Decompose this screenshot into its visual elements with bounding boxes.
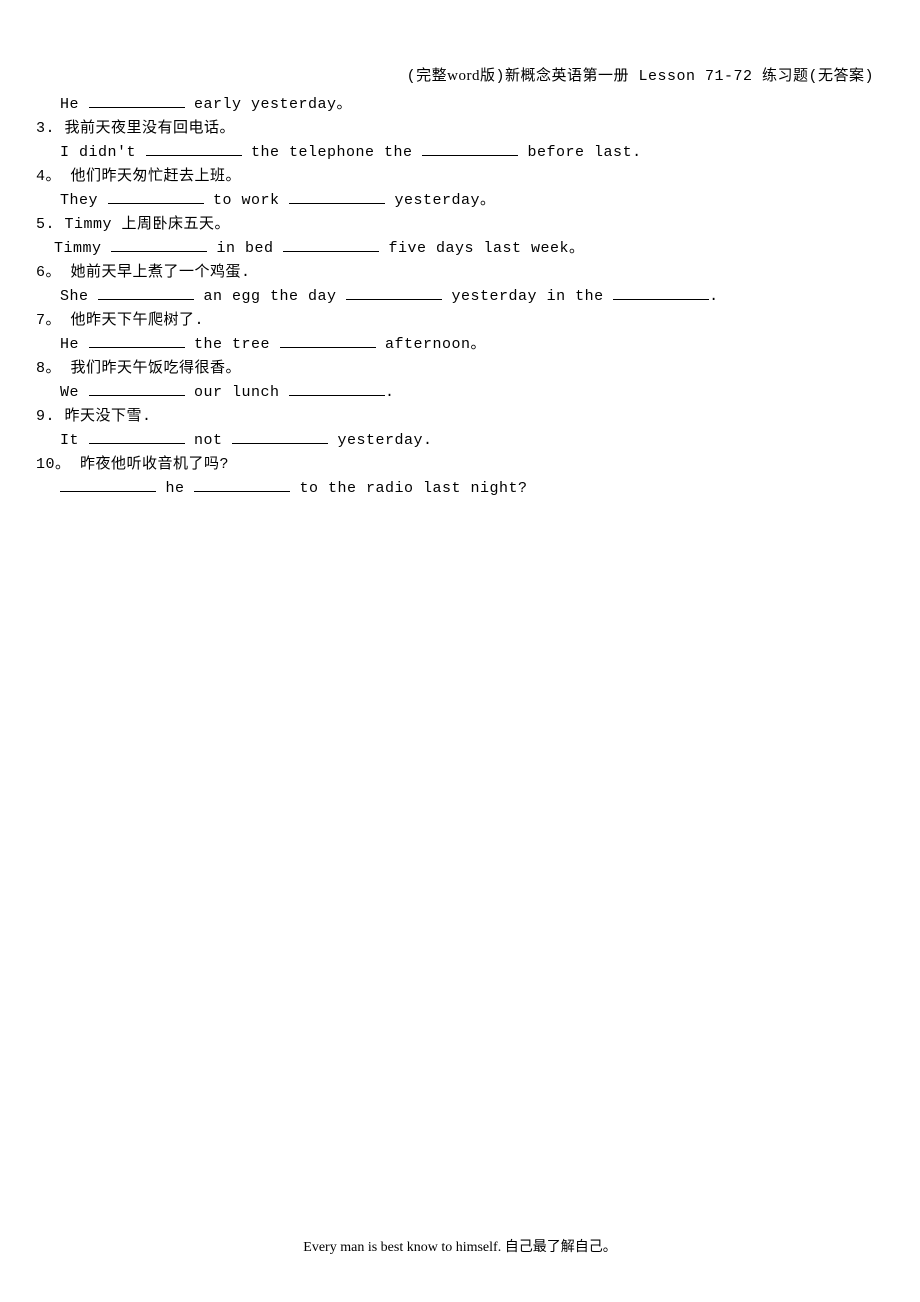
blank[interactable] [111,237,207,252]
question-3: 3. 我前天夜里没有回电话。 [36,117,884,141]
text: yesterday。 [385,192,496,209]
header-prefix: (完整 [407,68,448,85]
footer-text: Every man is best know to himself. 自己最了解… [303,1240,616,1255]
text: the tree [185,336,280,353]
text: They [60,192,108,209]
blank[interactable] [89,333,185,348]
page: (完整word版)新概念英语第一册 Lesson 71-72 练习题(无答案) … [0,0,920,1302]
answer-line-7: He the tree afternoon。 [36,333,884,357]
page-footer: Every man is best know to himself. 自己最了解… [0,1236,920,1256]
text: in bed [207,240,283,257]
answer-line-3: I didn't the telephone the before last. [36,141,884,165]
text: . [709,288,719,305]
text: 10。 昨夜他听收音机了吗? [36,456,229,473]
text: to work [204,192,290,209]
answer-line-9: It not yesterday. [36,429,884,453]
blank[interactable] [289,189,385,204]
text: to the radio last night? [290,480,528,497]
text: He [60,336,89,353]
text: yesterday. [328,432,433,449]
text: 5. Timmy 上周卧床五天。 [36,216,230,233]
text: He [60,96,89,113]
text: I didn't [60,144,146,161]
page-header: (完整word版)新概念英语第一册 Lesson 71-72 练习题(无答案) [36,64,884,85]
blank[interactable] [89,381,185,396]
text: 7。 他昨天下午爬树了. [36,312,204,329]
answer-line-2: He early yesterday。 [36,93,884,117]
blank[interactable] [146,141,242,156]
blank[interactable] [280,333,376,348]
question-10: 10。 昨夜他听收音机了吗? [36,453,884,477]
text: early yesterday。 [185,96,353,113]
answer-line-6: She an egg the day yesterday in the . [36,285,884,309]
text: not [185,432,233,449]
blank[interactable] [232,429,328,444]
text: We [60,384,89,401]
blank[interactable] [613,285,709,300]
text: 3. 我前天夜里没有回电话。 [36,120,235,137]
text: yesterday in the [442,288,613,305]
question-7: 7。 他昨天下午爬树了. [36,309,884,333]
text: afternoon。 [376,336,487,353]
blank[interactable] [89,429,185,444]
blank[interactable] [422,141,518,156]
question-5: 5. Timmy 上周卧床五天。 [36,213,884,237]
text: 9. 昨天没下雪. [36,408,152,425]
text: Timmy [54,240,111,257]
blank[interactable] [108,189,204,204]
question-9: 9. 昨天没下雪. [36,405,884,429]
blank[interactable] [98,285,194,300]
text: 8。 我们昨天午饭吃得很香。 [36,360,241,377]
text: our lunch [185,384,290,401]
blank[interactable] [289,381,385,396]
text: five days last week。 [379,240,585,257]
text: . [385,384,395,401]
header-suffix: 版)新概念英语第一册 Lesson 71-72 练习题(无答案) [480,68,874,85]
text: 4。 他们昨天匆忙赶去上班。 [36,168,241,185]
blank[interactable] [346,285,442,300]
text: an egg the day [194,288,346,305]
blank[interactable] [283,237,379,252]
worksheet-content: He early yesterday。 3. 我前天夜里没有回电话。 I did… [36,93,884,501]
text: It [60,432,89,449]
text: he [156,480,194,497]
blank[interactable] [89,93,185,108]
text: She [60,288,98,305]
text: 6。 她前天早上煮了一个鸡蛋. [36,264,251,281]
answer-line-4: They to work yesterday。 [36,189,884,213]
answer-line-5: Timmy in bed five days last week。 [36,237,884,261]
header-word: word [447,68,480,84]
question-4: 4。 他们昨天匆忙赶去上班。 [36,165,884,189]
question-8: 8。 我们昨天午饭吃得很香。 [36,357,884,381]
blank[interactable] [194,477,290,492]
question-6: 6。 她前天早上煮了一个鸡蛋. [36,261,884,285]
answer-line-8: We our lunch . [36,381,884,405]
text: the telephone the [242,144,423,161]
text: before last. [518,144,642,161]
blank[interactable] [60,477,156,492]
answer-line-10: he to the radio last night? [36,477,884,501]
